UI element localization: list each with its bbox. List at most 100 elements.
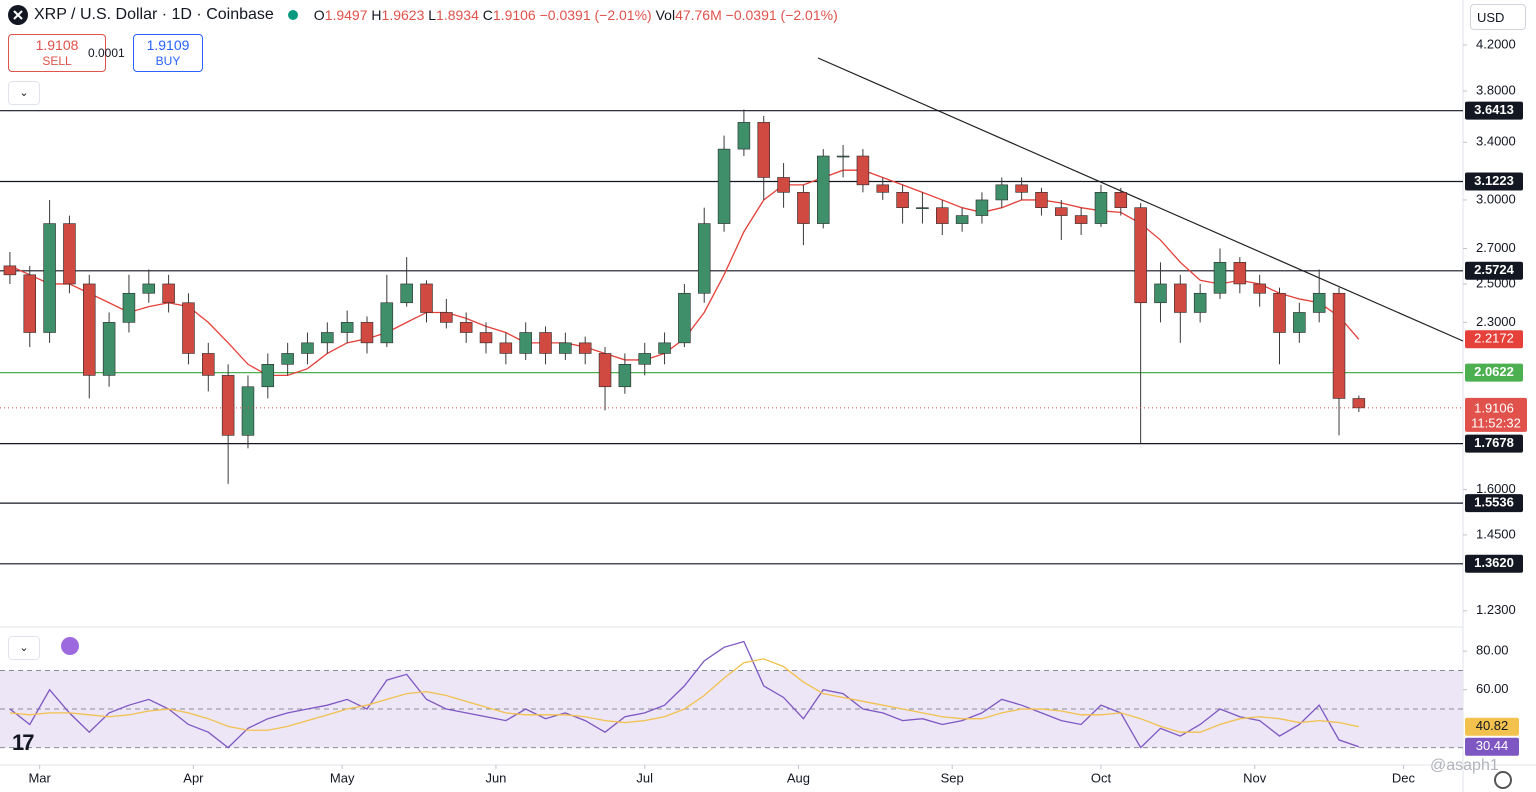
rsi-label: 40.82 xyxy=(1476,718,1509,733)
candle-body xyxy=(836,155,850,158)
c-label: C xyxy=(482,7,493,23)
o-label: O xyxy=(313,7,325,23)
x-tick-label: Apr xyxy=(183,770,204,785)
candle-body xyxy=(1253,283,1266,294)
rsi-label-box xyxy=(1465,717,1519,736)
settings-button[interactable] xyxy=(1494,771,1512,789)
indicator-collapse-button[interactable]: ⌄ xyxy=(8,636,40,660)
x-tick-label: Oct xyxy=(1091,770,1112,785)
buy-button[interactable]: 1.9109 BUY xyxy=(133,34,203,72)
candle-body xyxy=(202,353,215,376)
l-label: L xyxy=(428,7,437,23)
candle-body xyxy=(1074,215,1088,224)
y-tick-label: 1.4500 xyxy=(1476,526,1516,541)
symbol-icon xyxy=(8,5,28,25)
candle-body xyxy=(221,375,235,436)
candle-body xyxy=(559,342,572,354)
x-tick-label: Jul xyxy=(636,770,653,785)
level-label-box xyxy=(1465,554,1523,573)
rsi-y-tick-label: 80.00 xyxy=(1476,643,1509,658)
x-tick-label: Mar xyxy=(28,770,51,785)
candle-body xyxy=(1015,184,1028,193)
h-label: H xyxy=(371,7,382,23)
candle-body xyxy=(1293,312,1306,333)
level-label: 1.3620 xyxy=(1474,555,1514,570)
candle-body xyxy=(936,207,949,224)
candle-body xyxy=(360,322,374,344)
ma-label-box xyxy=(1465,330,1523,349)
level-label: 2.0622 xyxy=(1474,364,1514,379)
candle-body xyxy=(1055,207,1068,216)
candle-body xyxy=(737,122,751,150)
level-label-box xyxy=(1465,434,1523,453)
candle-body xyxy=(162,283,175,304)
vol-label: Vol xyxy=(655,7,676,23)
candle-body xyxy=(1233,262,1247,285)
candle-body xyxy=(1035,192,1048,208)
candle-body xyxy=(896,192,909,208)
rsi-y-tick-label: 60.00 xyxy=(1476,681,1509,696)
vol-change: −0.0391 (−2.01%) xyxy=(725,7,838,23)
x-tick-label: May xyxy=(330,770,355,785)
collapse-button[interactable]: ⌄ xyxy=(8,81,40,105)
symbol-header: XRP / U.S. Dollar · 1D · Coinbase O1.949… xyxy=(8,4,838,26)
buy-price: 1.9109 xyxy=(146,37,190,53)
candle-body xyxy=(717,148,731,224)
candle-body xyxy=(1312,292,1326,313)
rsi-label: 30.44 xyxy=(1476,738,1509,753)
candle-body xyxy=(261,363,275,388)
o-value: 1.9497 xyxy=(324,7,368,23)
y-tick-label: 2.7000 xyxy=(1476,240,1516,255)
x-tick-label: Sep xyxy=(941,770,964,785)
candle-body xyxy=(955,215,969,224)
candle-body xyxy=(777,177,790,193)
level-label: 3.1223 xyxy=(1474,173,1514,188)
y-tick-label: 3.4000 xyxy=(1476,134,1516,149)
candle-body xyxy=(1352,398,1366,409)
y-tick-label: 1.2300 xyxy=(1476,602,1516,617)
countdown: 11:52:32 xyxy=(1471,415,1521,430)
ma-label: 2.2172 xyxy=(1474,331,1514,346)
candle-body xyxy=(876,184,890,193)
level-label: 1.5536 xyxy=(1474,495,1514,510)
volume: 47.76M xyxy=(675,7,722,23)
candle-body xyxy=(479,332,493,344)
candle-body xyxy=(102,322,116,376)
candle-body xyxy=(301,342,314,354)
candle-body xyxy=(3,265,17,276)
candle-body xyxy=(182,302,195,354)
tv-logo[interactable]: 17 xyxy=(12,730,35,755)
level-label-box xyxy=(1465,101,1523,120)
price-label-box xyxy=(1465,397,1527,432)
x-tick-label: Dec xyxy=(1392,770,1416,785)
y-tick-label: 1.6000 xyxy=(1476,481,1516,496)
watermark: @asaph1 xyxy=(1430,757,1499,774)
candle-body xyxy=(1114,192,1128,208)
candle-body xyxy=(578,342,592,354)
spread: 0.0001 xyxy=(88,46,125,60)
candle-body xyxy=(420,283,433,313)
currency-button[interactable]: USD xyxy=(1470,4,1526,30)
sell-button[interactable]: 1.9108 SELL xyxy=(8,34,106,72)
candle-body xyxy=(142,283,156,294)
candle-body xyxy=(43,223,56,333)
candle-body xyxy=(400,283,413,304)
candle-body xyxy=(1332,292,1346,399)
candle-body xyxy=(995,184,1009,201)
candle-body xyxy=(1193,292,1207,313)
trend-line[interactable] xyxy=(817,57,1464,342)
candle-body xyxy=(598,353,612,388)
buy-label: BUY xyxy=(155,54,181,68)
y-tick-label: 2.3000 xyxy=(1476,314,1516,329)
candle-body xyxy=(519,332,532,354)
candle-body xyxy=(281,353,294,365)
symbol[interactable]: XRP / U.S. Dollar · 1D · Coinbase xyxy=(34,6,274,23)
indicator-icon[interactable] xyxy=(61,637,79,655)
candle-body xyxy=(658,342,671,354)
price-label: 1.9106 xyxy=(1474,400,1514,415)
candle-body xyxy=(321,332,334,344)
h-value: 1.9623 xyxy=(381,7,425,23)
x-tick-label: Aug xyxy=(787,770,810,785)
candle-body xyxy=(340,322,354,333)
